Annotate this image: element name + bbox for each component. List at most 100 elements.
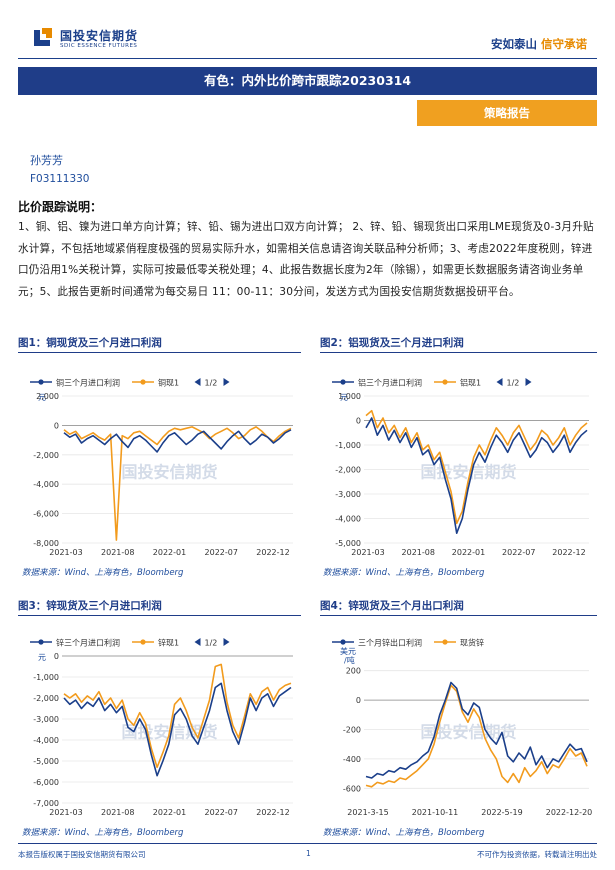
legend-label-1: 铝现1 — [460, 378, 481, 388]
description-paragraph: 1、铜、铝、镍为进口单方向计算；锌、铅、锡为进出口双方向计算； 2、锌、铅、锡现… — [18, 221, 594, 298]
company-logo-icon — [34, 28, 52, 46]
x-tick-label-0: 2021-03 — [351, 548, 384, 557]
slogan-part-b: 信守承诺 — [541, 37, 587, 51]
logo-text: 国投安信期货 — [60, 29, 139, 43]
y-tick-label-4: -6,000 — [33, 510, 59, 519]
legend-label-1: 现货锌 — [460, 638, 484, 648]
legend-label-0: 锌三个月进口利润 — [56, 638, 120, 648]
figure-3-title: 图3：锌现货及三个月进口利润 — [18, 600, 162, 612]
unit-label-b: /吨 — [344, 655, 355, 665]
x-tick-label-1: 2021-10-11 — [412, 808, 459, 817]
x-tick-label-0: 2021-3-15 — [347, 808, 388, 817]
x-tick-label-3: 2022-07 — [205, 808, 238, 817]
y-tick-label-6: -6,000 — [33, 778, 59, 787]
chart-watermark: 国投安信期货 — [121, 463, 217, 482]
y-tick-label-4: -4,000 — [33, 736, 59, 745]
legend-marker-0 — [340, 639, 346, 645]
y-tick-label-2: -2,000 — [33, 694, 59, 703]
x-tick-label-2: 2022-01 — [452, 548, 485, 557]
y-tick-label-1: 0 — [54, 421, 59, 430]
x-tick-label-3: 2022-07 — [502, 548, 535, 557]
legend-marker-1 — [140, 379, 146, 385]
legend-marker-0 — [38, 379, 44, 385]
report-title: 有色：内外比价跨市跟踪20230314 — [18, 67, 597, 95]
analyst-license-code: F03111330 — [30, 173, 90, 185]
figure-4-source: 数据来源：Wind、上海有色，Bloomberg — [323, 828, 485, 838]
unit-label-a: 美元 — [340, 646, 356, 656]
x-tick-label-1: 2021-08 — [101, 548, 134, 557]
y-tick-label-3: -400 — [343, 755, 361, 764]
y-tick-label-5: -5,000 — [33, 757, 59, 766]
legend-label-0: 铝三个月进口利润 — [358, 378, 422, 388]
legend-marker-1 — [140, 639, 146, 645]
footer-disclaimer: 不可作为投资依据，转载请注明出处 — [477, 850, 597, 859]
legend-prev-icon — [194, 378, 201, 386]
figure-2-source: 数据来源：Wind、上海有色，Bloomberg — [323, 568, 485, 578]
x-tick-label-1: 2021-08 — [101, 808, 134, 817]
y-tick-label-0: 2,000 — [36, 392, 59, 401]
legend-label-1: 铜现1 — [158, 378, 179, 388]
y-tick-label-3: -2,000 — [335, 466, 361, 475]
x-tick-label-0: 2021-03 — [49, 808, 82, 817]
x-tick-label-4: 2022-12 — [256, 808, 289, 817]
y-tick-label-3: -3,000 — [33, 715, 59, 724]
y-tick-label-4: -3,000 — [335, 490, 361, 499]
figure-4-title: 图4：锌现货及三个月出口利润 — [320, 600, 464, 612]
series-line-1 — [365, 409, 588, 525]
y-tick-label-1: -1,000 — [33, 673, 59, 682]
legend-marker-1 — [442, 639, 448, 645]
chart-watermark: 国投安信期货 — [420, 723, 516, 742]
figure-2-rule — [320, 352, 597, 353]
legend-prev-icon — [194, 638, 201, 646]
figure-1-rule — [18, 352, 301, 353]
unit-label: 元 — [38, 653, 46, 662]
legend-marker-0 — [340, 379, 346, 385]
header-divider — [18, 58, 597, 59]
y-tick-label-4: -600 — [343, 784, 361, 793]
footer-page-number: 1 — [306, 849, 311, 858]
logo-english-text: SDIC ESSENCE FUTURES — [60, 43, 138, 49]
x-tick-label-0: 2021-03 — [49, 548, 82, 557]
legend-label-1: 锌现1 — [158, 638, 179, 648]
y-tick-label-3: -4,000 — [33, 480, 59, 489]
y-tick-label-2: -2,000 — [33, 451, 59, 460]
slogan-part-a: 安如泰山 — [490, 37, 537, 51]
slogan: 安如泰山 信守承诺 — [491, 36, 587, 52]
x-tick-label-1: 2021-08 — [402, 548, 435, 557]
legend-label-0: 铜三个月进口利润 — [56, 378, 120, 388]
legend-marker-1 — [442, 379, 448, 385]
legend-next-icon — [525, 378, 532, 386]
legend-label-0: 三个月锌出口利润 — [358, 638, 422, 648]
series-line-0 — [365, 417, 588, 534]
y-tick-label-5: -8,000 — [33, 539, 59, 548]
legend-pager: 1/2 — [205, 379, 218, 388]
y-tick-label-6: -5,000 — [335, 539, 361, 548]
report-header: 国投安信期货 SDIC ESSENCE FUTURES 安如泰山 信守承诺 — [0, 0, 615, 62]
y-tick-label-0: 0 — [54, 652, 59, 661]
series-line-1 — [63, 426, 292, 541]
legend-pager: 1/2 — [205, 639, 218, 648]
x-tick-label-2: 2022-5-19 — [481, 808, 522, 817]
x-tick-label-3: 2022-07 — [205, 548, 238, 557]
x-tick-label-3: 2022-12-20 — [546, 808, 593, 817]
series-line-0 — [365, 681, 588, 779]
legend-next-icon — [223, 378, 230, 386]
y-tick-label-7: -7,000 — [33, 799, 59, 808]
author-name: 孙芳芳 — [30, 154, 63, 167]
x-tick-label-4: 2022-12 — [552, 548, 585, 557]
y-tick-label-0: 1,000 — [338, 392, 361, 401]
series-line-1 — [63, 663, 292, 769]
footer-divider — [18, 843, 597, 844]
unit-label: 元 — [340, 393, 348, 402]
legend-marker-0 — [38, 639, 44, 645]
series-line-0 — [63, 429, 292, 453]
figure-3-source: 数据来源：Wind、上海有色，Bloomberg — [22, 828, 184, 838]
x-tick-label-2: 2022-01 — [153, 548, 186, 557]
series-line-0 — [63, 682, 292, 777]
y-tick-label-1: 0 — [356, 696, 361, 705]
y-tick-label-1: 0 — [356, 417, 361, 426]
unit-label: 元 — [38, 393, 46, 402]
series-line-1 — [365, 684, 588, 788]
